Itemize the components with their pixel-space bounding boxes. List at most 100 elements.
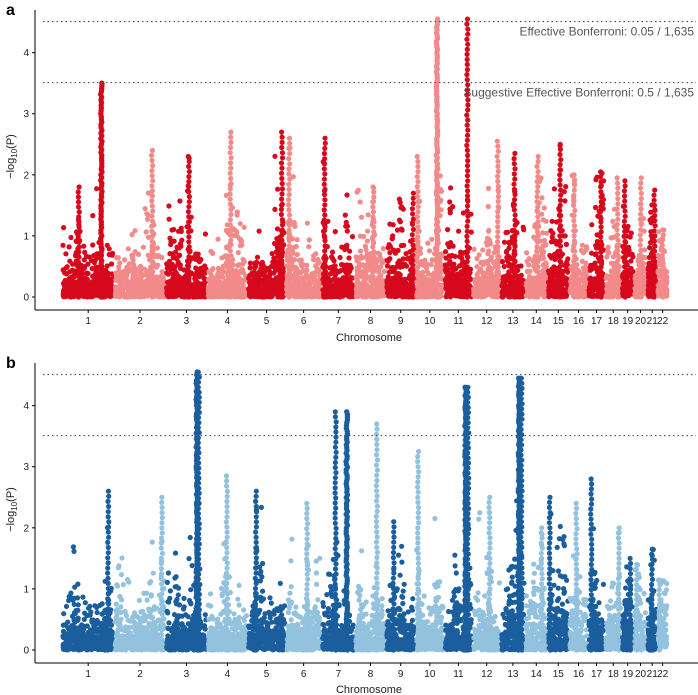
data-point-peak-chr15: [558, 157, 564, 163]
data-point: [247, 286, 253, 293]
data-point-peak-chr10: [415, 224, 421, 230]
data-point-peak-chr11: [465, 289, 471, 295]
data-point: [400, 256, 406, 262]
data-point: [93, 264, 99, 270]
data-point-peak-chr16: [571, 289, 577, 295]
data-point-peak-chr11: [465, 158, 471, 164]
data-point-peak-chr12: [494, 294, 501, 300]
data-point: [346, 255, 352, 261]
data-point-peak-chr8: [370, 274, 376, 280]
data-point: [420, 293, 426, 299]
data-point: [295, 284, 301, 290]
data-point: [608, 235, 614, 241]
data-point-peak-chr7: [322, 263, 328, 269]
data-point: [332, 275, 338, 281]
data-point: [240, 256, 246, 263]
data-point: [540, 217, 547, 223]
data-point-peak-chr9: [410, 284, 416, 290]
data-point-peak-chr14: [534, 249, 540, 255]
data-point: [540, 275, 546, 281]
data-point: [484, 275, 490, 281]
data-point-peak-chr17: [598, 234, 604, 240]
data-point-peak-chr15: [557, 263, 563, 270]
data-point: [396, 196, 402, 202]
data-point: [471, 288, 477, 294]
data-point: [450, 268, 456, 274]
data-point-peak-chr1: [76, 269, 82, 275]
data-point: [400, 277, 406, 283]
data-point-peak-chr7: [321, 191, 328, 198]
data-point: [375, 269, 382, 275]
data-point: [524, 250, 530, 256]
data-point-peak-chr15: [557, 146, 564, 152]
data-point-peak-chr9: [409, 232, 415, 238]
data-point-peak-chr12: [495, 188, 501, 195]
data-point-peak-chr8: [370, 244, 376, 250]
data-point-peak-chr6: [286, 279, 292, 285]
data-point-peak-chr2: [149, 213, 155, 219]
data-point: [546, 268, 552, 274]
data-point: [180, 281, 187, 287]
data-point-peak-chr15: [557, 238, 563, 244]
data-point: [105, 277, 111, 283]
data-point-peak-chr5: [279, 237, 285, 243]
data-point: [357, 199, 363, 205]
data-point: [526, 262, 532, 268]
data-point: [524, 268, 530, 275]
data-point-peak-chr15: [557, 182, 563, 188]
data-point-peak-chr4: [227, 150, 233, 156]
data-point: [476, 252, 482, 258]
data-point-peak-chr7: [322, 135, 328, 141]
data-point: [125, 282, 131, 288]
data-point: [90, 213, 96, 219]
data-point-peak-chr7: [322, 145, 328, 151]
data-point-peak-chr12: [494, 274, 500, 280]
data-point-peak-chr8: [370, 204, 376, 210]
data-point-peak-chr5: [279, 196, 285, 202]
data-point: [313, 269, 319, 275]
data-point-peak-chr12: [494, 138, 500, 144]
data-point-peak-chr12: [494, 279, 500, 285]
data-point-peak-chr5: [279, 134, 285, 140]
data-point-peak-chr11: [464, 208, 470, 214]
data-point-peak-chr12: [495, 198, 501, 205]
data-point-peak-chr15: [557, 218, 563, 224]
data-point: [173, 249, 179, 255]
data-point-peak-chr11: [464, 233, 470, 239]
data-point-peak-chr6: [286, 258, 292, 264]
data-point: [429, 257, 435, 263]
data-point: [238, 237, 244, 243]
data-point-peak-chr16: [571, 294, 577, 300]
data-point-peak-chr4: [228, 258, 234, 264]
data-point: [239, 266, 245, 272]
data-point: [192, 291, 198, 297]
data-point-peak-chr17: [598, 264, 604, 270]
data-point: [565, 256, 571, 262]
data-point-peak-chr6: [287, 140, 293, 146]
data-point-peak-chr10: [415, 199, 421, 205]
data-point-peak-chr7: [322, 156, 328, 162]
data-point: [446, 244, 452, 250]
data-point-peak-chr10: [415, 179, 421, 185]
data-point: [90, 242, 96, 248]
data-point: [452, 253, 458, 259]
data-point-peak-chr10: [415, 219, 421, 225]
data-point-peak-chr6: [287, 217, 293, 223]
data-point-peak-chr7: [321, 176, 327, 182]
data-point-peak-chr3: [186, 194, 192, 200]
data-point: [126, 292, 133, 298]
data-point-peak-chr5: [279, 227, 285, 233]
data-point-peak-chr16: [571, 274, 577, 280]
data-point-peak-chr7: [322, 284, 328, 290]
data-point-peak-chr7: [322, 248, 328, 254]
data-point-peak-chr4: [228, 181, 234, 187]
data-point-peak-chr4: [228, 237, 234, 243]
data-point-peak-chr17: [598, 229, 604, 235]
data-point-peak-chr11: [464, 112, 470, 118]
data-point-peak-chr17: [598, 184, 604, 190]
data-point-peak-chr6: [287, 289, 293, 295]
data-point: [114, 255, 120, 261]
data-point-peak-chr14: [535, 153, 541, 160]
data-point: [167, 251, 173, 257]
